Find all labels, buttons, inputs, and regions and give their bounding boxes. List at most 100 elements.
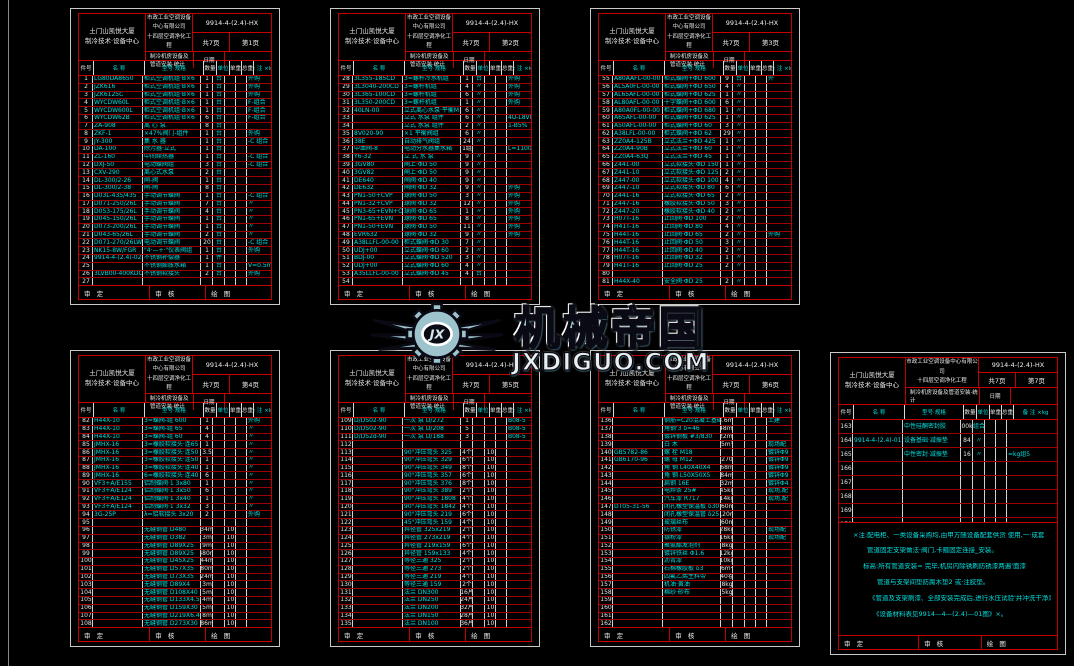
cell: UDJ+00	[353, 262, 403, 270]
cell: 2个	[462, 558, 473, 565]
cell: 9	[461, 161, 473, 169]
cell: 〃	[248, 503, 255, 510]
cell	[496, 231, 507, 239]
cell	[507, 177, 531, 184]
cell: 白 木	[663, 441, 721, 449]
cell: 无缝钢管 D89X25	[143, 550, 201, 558]
cell	[247, 255, 271, 262]
cell	[985, 434, 996, 447]
cell: 10	[79, 146, 93, 153]
cell: 54	[339, 278, 353, 285]
cell: 83	[79, 425, 93, 433]
cell: LG80DA8650	[93, 76, 143, 83]
cell: 4	[461, 83, 473, 91]
cell: 止回阀·ΦD 65	[663, 231, 721, 239]
cell	[247, 177, 271, 184]
cell: 1	[201, 130, 213, 138]
cell: 3m	[202, 534, 213, 542]
cell	[961, 490, 973, 503]
cell	[756, 161, 767, 169]
cell: 离心式水泵	[143, 169, 201, 177]
cell: 外购	[508, 184, 521, 192]
cell	[213, 581, 225, 589]
cell	[485, 254, 496, 262]
cell	[473, 542, 485, 550]
cell	[756, 565, 767, 573]
table-row: 109 D/DS02-90 一次 泵 D/272 1 B08-5	[339, 418, 531, 426]
cell	[496, 122, 507, 130]
cell	[93, 550, 143, 558]
cell	[733, 495, 745, 503]
cell: 外购	[508, 192, 521, 200]
col-name: 名 称	[354, 403, 405, 417]
cell: 角 钢 L50X50X5	[663, 472, 721, 480]
cell: 中间续热器	[143, 153, 201, 161]
cell: 〃	[733, 107, 745, 114]
title-block: 土门山凯悦大厦 制冷技术·设备中心 市政工业空调设备中心有限公司 十四层空调净化…	[339, 14, 531, 69]
cell: 4	[79, 99, 93, 107]
cell: 10	[486, 565, 496, 573]
cell	[236, 550, 247, 558]
cell	[733, 589, 745, 596]
table-row: 56 AL5A0FL-00-00 柜式蝶阀+ΦD 650 4 〃	[599, 83, 791, 92]
table-row: 41 DE640 闸阀·ΦD 40 9 〃	[339, 177, 531, 185]
cell: ZA-908	[93, 122, 143, 130]
table-row: 170	[839, 518, 1057, 522]
cell: "4·—+·"仪表阀组	[143, 247, 201, 254]
cell: 柜式蝶阀+ΦD 600	[663, 76, 721, 83]
cell: 48m²	[721, 425, 733, 433]
cell	[613, 433, 663, 441]
table-row: 110 D/DS02-90 一次 泵 D/208 5 B08-5	[339, 425, 531, 434]
cell: 10	[486, 464, 496, 472]
cell: 96	[79, 526, 93, 534]
cell	[613, 418, 663, 425]
table-row: 106 无缝钢管 D159X30 5m 10	[79, 604, 271, 613]
cell	[721, 604, 733, 612]
cell: 1	[201, 464, 213, 472]
cell: 球阀·ΦD 65	[403, 208, 461, 216]
col-no: 件号	[599, 61, 614, 75]
cell	[225, 278, 236, 285]
cell: 51	[339, 254, 353, 262]
cell: 6个	[462, 542, 473, 550]
cell: 52	[339, 262, 353, 270]
cell	[247, 558, 271, 565]
cell: 9	[79, 138, 93, 146]
cell: 40卷	[721, 573, 733, 581]
col-unit: 单位	[737, 403, 750, 417]
cell: 等径三通 159	[403, 581, 461, 589]
cell	[756, 200, 767, 208]
sheet-frame: 土门山凯悦大厦 制冷技术·设备中心 市政工业空调设备中心有限公司 十四层空调净化…	[78, 13, 272, 300]
cell	[756, 130, 767, 138]
company-line1: 市政工业空调设备中心有限公司	[406, 15, 451, 31]
table-row: 34 立式 水泵 组件 2 〃 1-B5%	[339, 122, 531, 131]
cell	[756, 519, 767, 526]
cell	[496, 138, 507, 146]
cell	[767, 92, 791, 99]
drawing-sheet-page-1: 土门山凯悦大厦 制冷技术·设备中心 市政工业空调设备中心有限公司 十四层空调净化…	[70, 8, 280, 305]
cell	[236, 262, 247, 270]
sheet-subtitle: 制冷机房设备及管道安装·统计	[146, 394, 194, 411]
cell	[745, 604, 756, 612]
cell: 115	[340, 464, 353, 472]
cell: 2	[721, 278, 733, 285]
cell	[236, 565, 247, 573]
cell	[756, 153, 767, 161]
date-value-blank	[1011, 388, 1057, 404]
cell: 〃	[733, 114, 745, 122]
cell: 37	[339, 146, 353, 153]
cell	[613, 519, 663, 526]
cell: 〃	[733, 192, 745, 200]
table-row: 37 中血阀-8 电动分水器集水箱 1组 L=1100	[339, 146, 531, 154]
cell	[353, 534, 403, 542]
cell	[485, 107, 496, 114]
cell: 10	[486, 620, 496, 627]
cell	[93, 519, 143, 526]
cell: 柜式空调机组·B×6	[143, 91, 201, 99]
cell	[236, 425, 247, 433]
cell: D071-250/26L	[93, 200, 143, 208]
cell: 6	[721, 184, 733, 192]
table-row: 27	[79, 278, 271, 285]
cell	[473, 456, 485, 464]
